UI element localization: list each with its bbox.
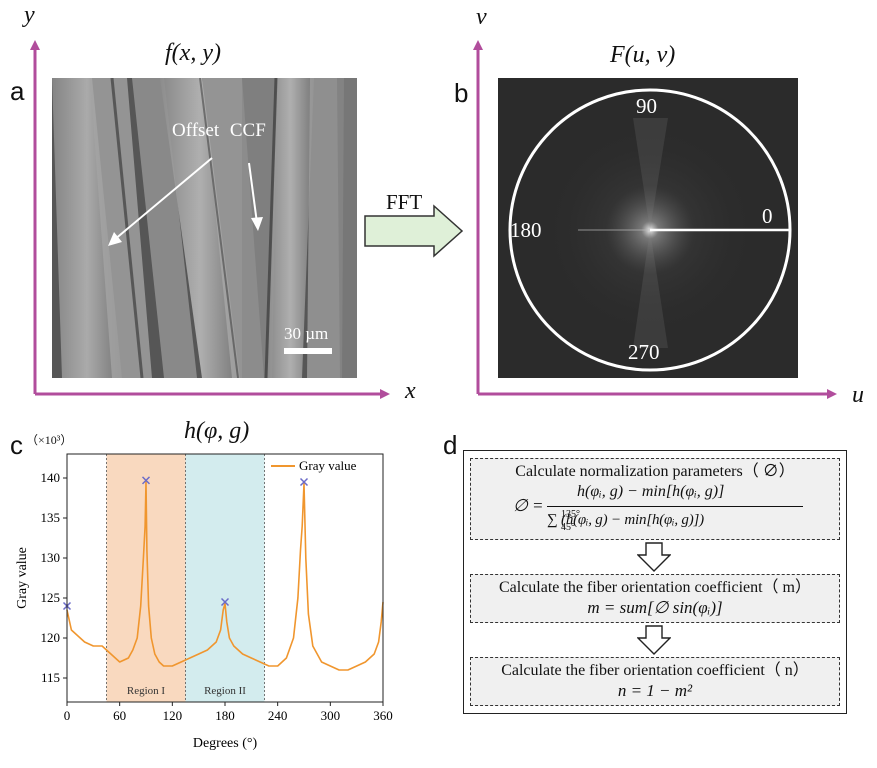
spectrum-plot (498, 78, 798, 378)
scale-bar (284, 348, 332, 354)
y-tick-label: 140 (41, 470, 61, 485)
panel-b-title: F(u, v) (610, 42, 676, 68)
axis-label-u: u (852, 382, 864, 408)
panel-a-axes (30, 40, 390, 399)
legend-label: Gray value (299, 458, 357, 473)
y-tick-label: 125 (41, 590, 61, 605)
angle-90: 90 (636, 94, 657, 118)
scale-bar-label: 30 µm (284, 324, 329, 343)
y-exponent-label: （×10³） (26, 433, 73, 447)
x-tick-label: 120 (163, 708, 183, 723)
step-m-coefficient: Calculate the fiber orientation coeffici… (470, 574, 840, 623)
step1-title: Calculate normalization parameters（ ∅） (515, 463, 795, 480)
step1-formula: ∅ = h(φᵢ, g) − min[h(φᵢ, g)] 135° 45° ∑ … (471, 482, 839, 534)
fft-label: FFT (386, 190, 423, 214)
panel-letter-b: b (454, 78, 469, 108)
x-tick-label: 180 (215, 708, 235, 723)
peak-marker (299, 477, 309, 487)
step1-denominator: ∑ (h(φᵢ, g) − min[h(φᵢ, g)]) (547, 512, 704, 528)
panel-b: v u b F(u, v) 90 180 0 270 (440, 0, 877, 408)
y-tick-label: 120 (41, 630, 61, 645)
fft-arrow-icon (364, 204, 464, 258)
annotation-arrow-right (248, 162, 258, 224)
sem-micrograph: Offset CCF 30 µm (52, 78, 357, 378)
angle-180: 180 (510, 218, 542, 242)
y-tick-label: 135 (41, 510, 61, 525)
x-axis-label: Degrees (°) (193, 736, 258, 751)
step3-formula: n = 1 − m² (617, 681, 693, 700)
y-axis-label: Gray value (15, 547, 30, 609)
x-tick-label: 300 (321, 708, 341, 723)
fft-spectrum: 90 180 0 270 (498, 78, 798, 378)
region-band-2 (185, 454, 265, 702)
sum-lower: 45° (561, 522, 575, 533)
region-label-1: Region I (127, 685, 166, 697)
x-tick-label: 360 (373, 708, 393, 723)
annotation-arrow-left (113, 157, 213, 241)
step-normalization: Calculate normalization parameters（ ∅） ∅… (470, 458, 840, 540)
x-tick-label: 240 (268, 708, 288, 723)
fiber-illustration (52, 78, 357, 378)
axis-label-y: y (24, 2, 35, 28)
panel-letter-c: c (10, 430, 23, 460)
down-arrow-icon (637, 625, 671, 655)
panel-a-title: f(x, y) (165, 40, 221, 66)
panel-letter-a: a (10, 76, 25, 106)
step1-numerator: h(φᵢ, g) − min[h(φᵢ, g)] (577, 483, 725, 500)
step2-formula: m = sum[∅ sin(φᵢ)] (587, 598, 723, 617)
y-tick-label: 115 (41, 670, 60, 685)
y-tick-label: 130 (41, 550, 61, 565)
procedure-flowchart: Calculate normalization parameters（ ∅） ∅… (463, 450, 847, 714)
x-tick-label: 0 (64, 708, 71, 723)
panel-b-axes (473, 40, 837, 399)
step3-title: Calculate the fiber orientation coeffici… (501, 662, 809, 679)
x-tick-label: 60 (113, 708, 126, 723)
fft-transform: FFT (360, 190, 470, 260)
fraction-bar (547, 506, 803, 507)
gray-value-series-line (66, 481, 384, 671)
step1-lhs: ∅ = (513, 496, 544, 515)
angle-0: 0 (762, 204, 773, 228)
angle-270: 270 (628, 340, 660, 364)
axis-label-v: v (476, 4, 487, 30)
peak-marker (141, 476, 151, 485)
axis-label-x: x (405, 378, 416, 404)
sum-upper: 135° (561, 509, 580, 520)
down-arrow-icon (637, 542, 671, 572)
step2-title: Calculate the fiber orientation coeffici… (498, 579, 812, 596)
panel-letter-d: d (443, 430, 458, 460)
gray-value-chart: Region I Region II 0 60 120 180 240 300 360 115 12… (15, 453, 393, 751)
annotation-offset-ccf: Offset CCF (172, 120, 266, 141)
peak-marker (220, 597, 230, 607)
step-n-coefficient: Calculate the fiber orientation coeffici… (470, 657, 840, 706)
panel-a: y x a f(x, y) Offset CCF 30 µm (0, 0, 420, 405)
region-label-2: Region II (204, 685, 246, 697)
panel-c-title: h(φ, g) (184, 418, 250, 444)
